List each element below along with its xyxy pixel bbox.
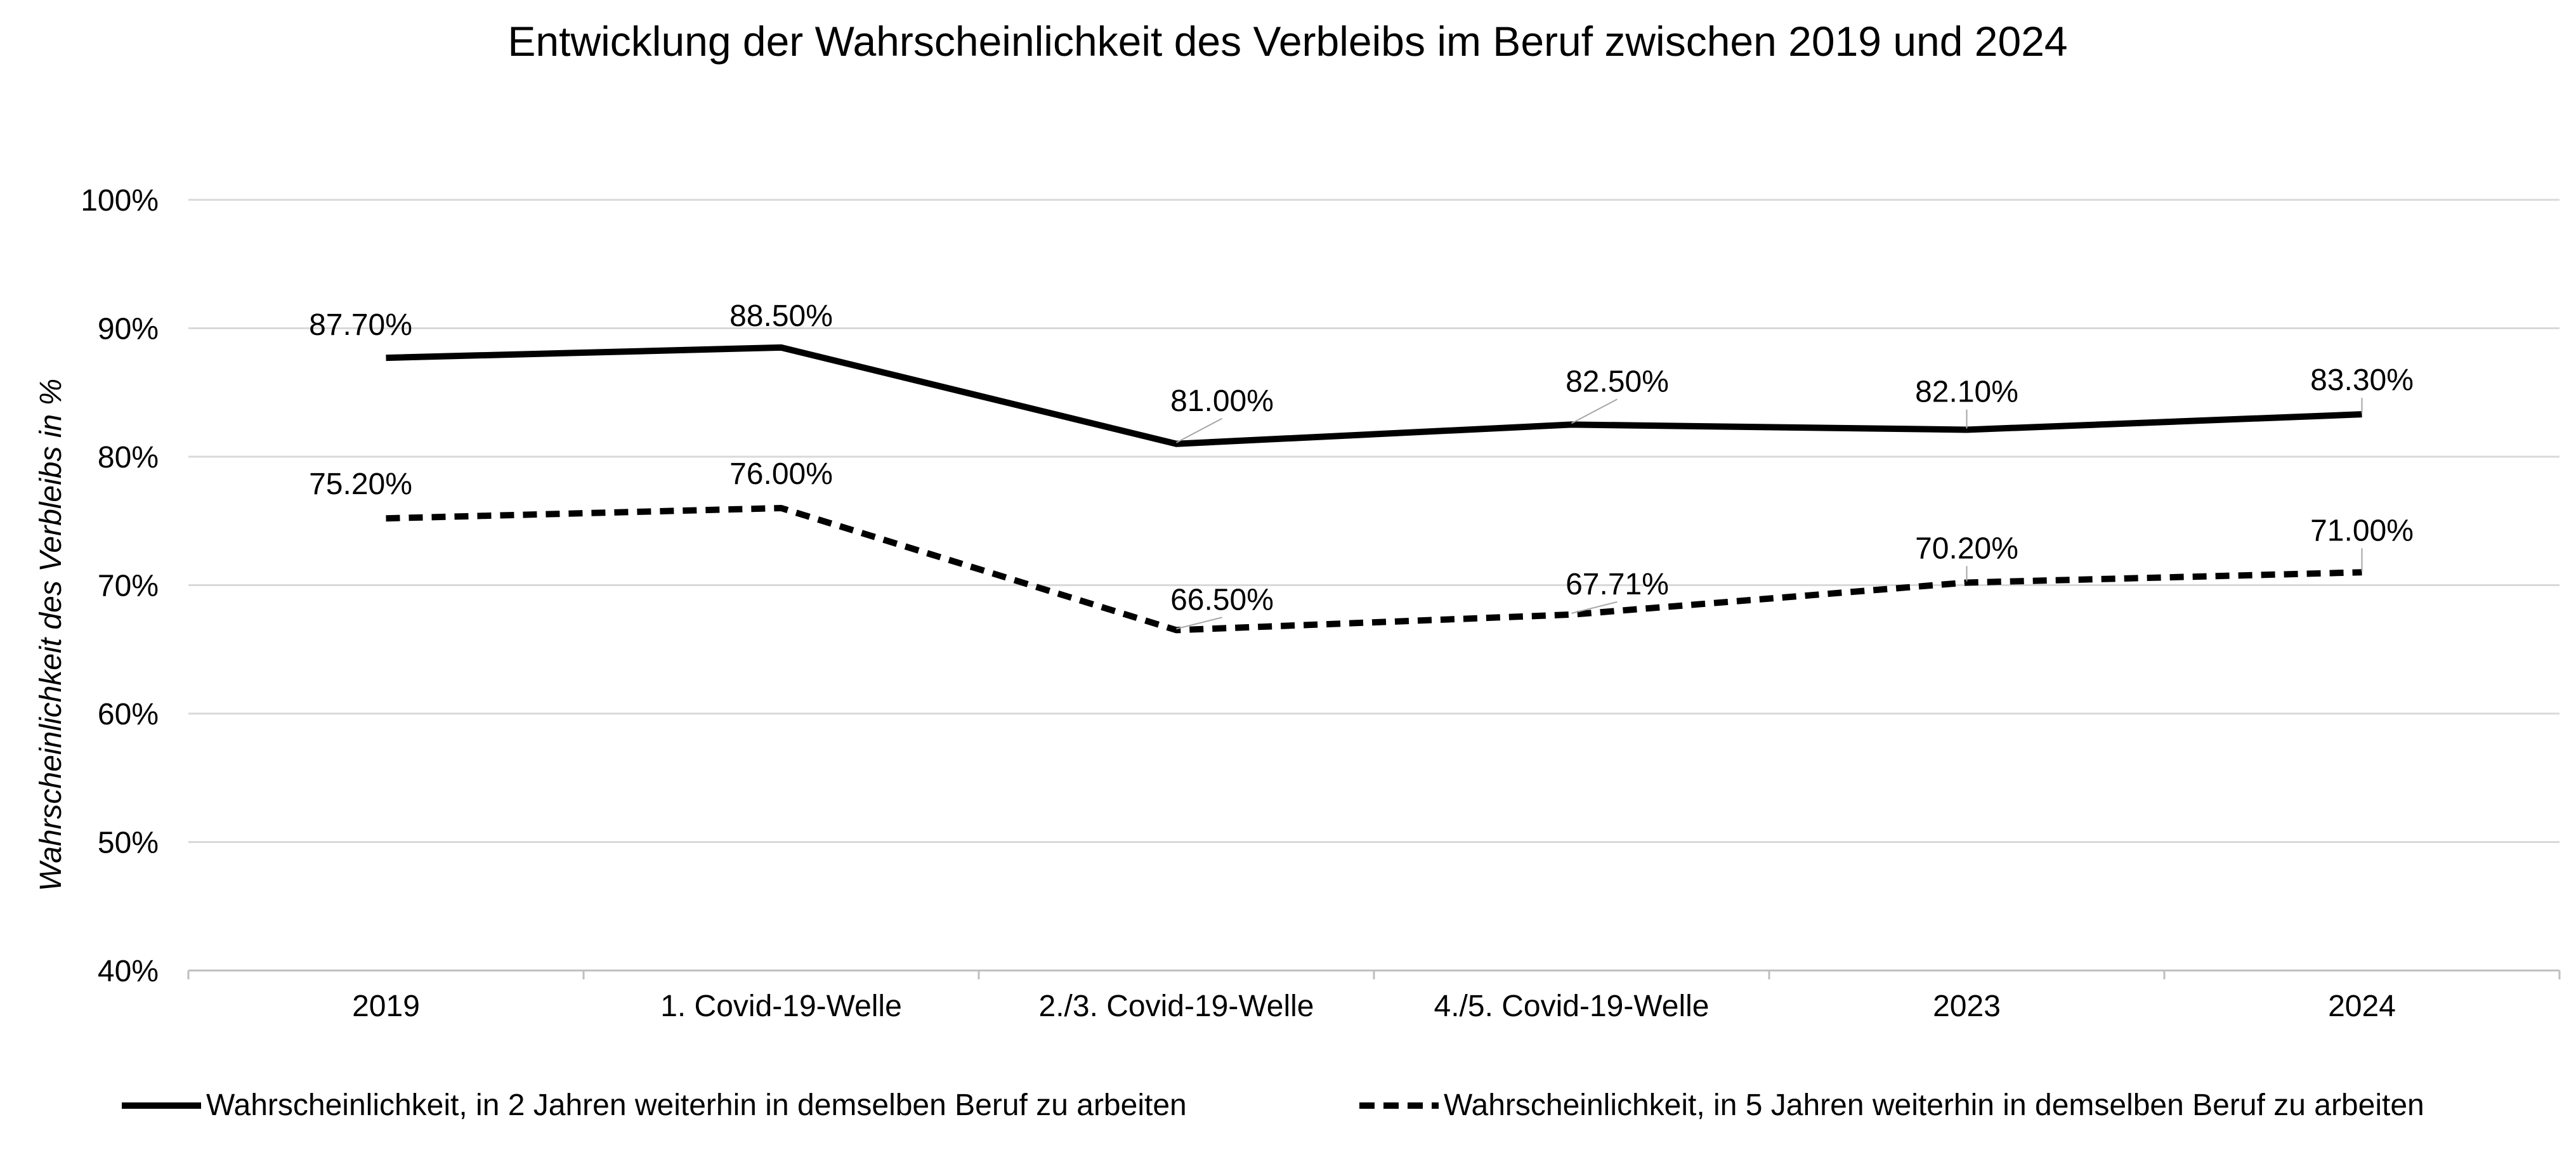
y-tick-label: 40% [98, 955, 159, 988]
series-line-2 [386, 505, 2362, 634]
data-label-leader [1571, 398, 1618, 424]
x-tick-label: 2023 [1933, 990, 2001, 1023]
legend: Wahrscheinlichkeit, in 2 Jahren weiterhi… [122, 1088, 2424, 1122]
legend-label: Wahrscheinlichkeit, in 2 Jahren weiterhi… [206, 1088, 1187, 1122]
x-tick-label: 2./3. Covid-19-Welle [1039, 990, 1314, 1023]
y-tick-label: 50% [98, 827, 159, 860]
data-label: 70.20% [1915, 532, 2018, 565]
series-lines [386, 344, 2362, 634]
data-label-leader [1176, 617, 1222, 630]
data-label: 75.20% [309, 467, 412, 501]
y-axis-ticks: 40% 50% 60% 70% 80% 90% 100% [81, 184, 159, 988]
x-axis: 2019 1. Covid-19-Welle 2./3. Covid-19-Well… [187, 969, 2561, 1023]
y-tick-label: 70% [98, 570, 159, 603]
data-label: 71.00% [2310, 514, 2414, 547]
y-axis-label: Wahrscheinlichkeit des Verbleibs in % [34, 379, 68, 891]
data-label: 81.00% [1170, 384, 1274, 418]
data-label: 87.70% [309, 308, 412, 342]
series-line-1 [386, 344, 2362, 447]
x-tick-label: 1. Covid-19-Welle [660, 990, 902, 1023]
data-label-leader [1571, 601, 1618, 614]
x-tick-label: 2024 [2328, 990, 2396, 1023]
legend-label: Wahrscheinlichkeit, in 5 Jahren weiterhi… [1444, 1088, 2424, 1122]
data-label: 82.50% [1566, 365, 1669, 398]
y-tick-label: 80% [98, 441, 159, 474]
y-tick-label: 100% [81, 184, 159, 218]
data-label-leader [1176, 417, 1222, 443]
data-label: 88.50% [729, 299, 833, 333]
data-labels: 87.70% 88.50% 81.00% 82.50% 82.10% 83.30% 75.2… [309, 299, 2414, 630]
chart-title: Entwicklung der Wahrscheinlichkeit des V… [507, 18, 2067, 65]
x-tick-label: 4./5. Covid-19-Welle [1434, 990, 1710, 1023]
y-tick-label: 90% [98, 313, 159, 346]
data-label: 82.10% [1915, 375, 2018, 408]
gridlines [188, 199, 2560, 843]
data-label: 83.30% [2310, 363, 2414, 397]
y-tick-label: 60% [98, 698, 159, 731]
data-label: 76.00% [729, 457, 833, 491]
x-tick-label: 2019 [352, 990, 420, 1023]
data-label: 67.71% [1566, 568, 1669, 601]
data-label: 66.50% [1170, 583, 1274, 617]
